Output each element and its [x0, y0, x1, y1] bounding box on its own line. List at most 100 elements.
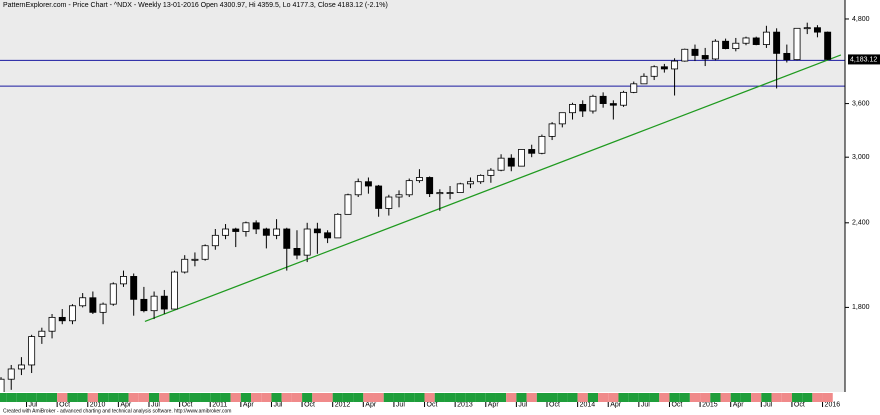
ribbon-segment: [302, 393, 313, 402]
chart-title: PatternExplorer.com - Price Chart - ^NDX…: [3, 2, 388, 9]
x-tick-label: 2015: [702, 401, 718, 408]
ribbon-segment: [373, 393, 384, 402]
candle-body: [0, 378, 5, 392]
candle-body: [722, 40, 730, 50]
candle-body: [191, 258, 199, 261]
x-tick-label: Jul: [763, 401, 772, 408]
candle-body: [671, 60, 679, 70]
ribbon-segment: [730, 393, 741, 402]
candle-body: [222, 228, 229, 236]
candle-body: [344, 194, 352, 215]
x-tick-label: Apr: [610, 401, 622, 408]
ribbon-segment: [220, 393, 231, 402]
candle-body: [487, 169, 495, 176]
candle-body: [293, 247, 301, 256]
x-tick-label: Jul: [29, 401, 38, 408]
candle-body: [28, 336, 36, 366]
candle-body: [99, 303, 107, 313]
ribbon-segment: [587, 393, 599, 402]
ribbon-segment: [598, 393, 609, 402]
candle-body: [415, 177, 423, 182]
x-tick-label: Apr: [733, 401, 745, 408]
ribbon-segment: [291, 393, 303, 402]
candle-body: [467, 181, 474, 185]
ribbon-segment: [200, 393, 211, 402]
x-tick-label: Oct: [671, 401, 682, 408]
ribbon-segment: [251, 393, 262, 402]
ribbon-segment: [812, 393, 823, 402]
candle-body: [446, 192, 454, 194]
x-tick-label: Oct: [304, 401, 315, 408]
candle-body: [609, 103, 617, 106]
ribbon-segment: [414, 393, 425, 402]
candle-body: [303, 228, 311, 256]
ribbon-segment: [271, 393, 282, 402]
ribbon-segment: [536, 393, 548, 402]
ribbon-segment: [67, 393, 78, 402]
candle-body: [79, 297, 87, 307]
ribbon-segment: [36, 393, 47, 402]
candle-body: [58, 316, 66, 322]
ribbon-segment: [87, 393, 98, 402]
candle-body: [620, 91, 628, 106]
candle-body: [589, 95, 597, 112]
candle-body: [783, 52, 791, 61]
candle-body: [17, 364, 25, 370]
x-tick-label: Jul: [396, 401, 405, 408]
ribbon-segment: [618, 393, 629, 402]
candle-body: [701, 55, 709, 60]
candle-body: [426, 177, 434, 195]
candle-body: [569, 103, 576, 114]
ribbon-segment: [791, 393, 803, 402]
ribbon-segment: [383, 393, 394, 402]
ribbon-segment: [475, 393, 486, 402]
ribbon-segment: [659, 393, 670, 402]
ribbon-segment: [638, 393, 650, 402]
ribbon-segment: [516, 393, 527, 402]
ribbon-segment: [77, 393, 88, 402]
ribbon-segment: [689, 393, 701, 402]
candle-body: [211, 234, 219, 247]
ribbon-segment: [526, 393, 537, 402]
candle-body: [120, 276, 127, 285]
x-tick-label: Apr: [243, 401, 255, 408]
x-tick-label: 2013: [457, 401, 473, 408]
ribbon-segment: [342, 393, 354, 402]
candle-body: [375, 185, 383, 209]
ribbon-segment: [16, 393, 27, 402]
ribbon-segment: [404, 393, 415, 402]
ribbon-segment: [148, 393, 160, 402]
ribbon-segment: [700, 393, 711, 402]
ribbon-segment: [57, 393, 68, 402]
candle-body: [150, 295, 158, 312]
price-marker-box: [848, 54, 880, 65]
ribbon-segment: [567, 393, 578, 402]
ribbon-segment: [393, 393, 405, 402]
ribbon-segment: [210, 393, 221, 402]
candle-body: [201, 245, 209, 260]
candle-body: [548, 123, 556, 137]
ribbon-segment: [802, 393, 813, 402]
candle-body: [456, 183, 464, 193]
ribbon-segment: [485, 393, 496, 402]
candle-body: [762, 31, 770, 45]
candle-body: [558, 112, 566, 125]
ribbon-segment: [281, 393, 292, 402]
candle-body: [89, 297, 97, 313]
ribbon-segment: [189, 393, 201, 402]
ribbon-segment: [506, 393, 517, 402]
x-tick-label: Oct: [182, 401, 193, 408]
candle-body: [242, 222, 250, 232]
candle-body: [640, 75, 648, 85]
ribbon-segment: [822, 393, 833, 402]
x-tick-label: Apr: [120, 401, 132, 408]
candle-body: [630, 83, 638, 93]
candle-body: [324, 232, 332, 239]
ribbon-segment: [710, 393, 721, 402]
ribbon-segment: [761, 393, 772, 402]
ribbon-segment: [679, 393, 690, 402]
x-tick-label: Jul: [273, 401, 282, 408]
candle-body: [109, 283, 117, 305]
y-tick-label: 1,800: [852, 304, 870, 311]
ribbon-segment: [628, 393, 639, 402]
